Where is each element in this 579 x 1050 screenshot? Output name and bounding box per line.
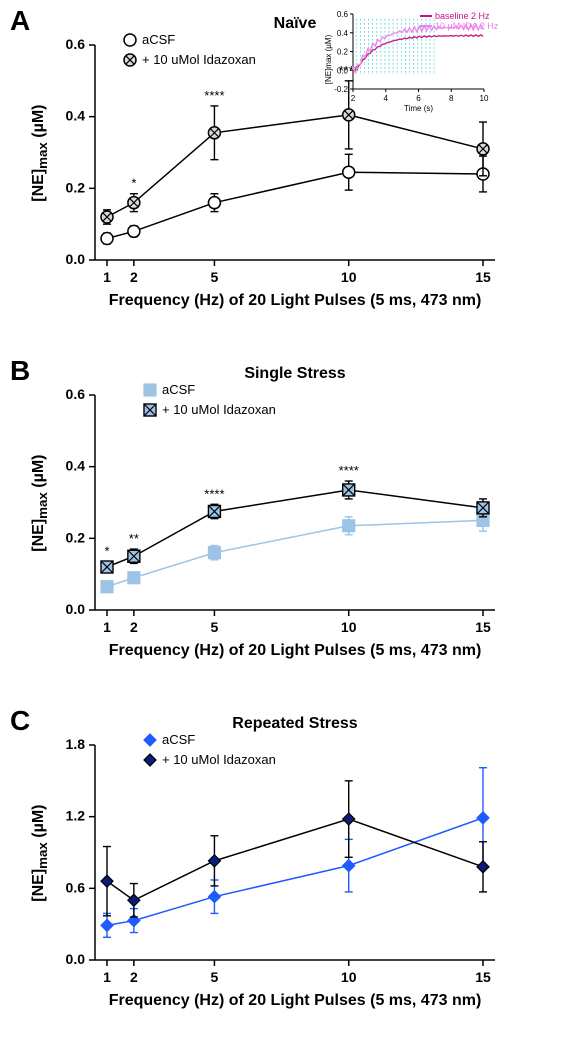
svg-text:*: * (104, 544, 109, 559)
svg-text:**: ** (129, 531, 139, 546)
legend-item: + 10 uMol Idazoxan (162, 402, 276, 417)
chart-title: Repeated Stress (95, 715, 495, 733)
y-axis-label: [NE]max (µM) (30, 753, 50, 953)
y-axis-label: [NE]max (µM) (30, 403, 50, 603)
legend-item: + 10 uMol Idazoxan (142, 52, 256, 67)
svg-text:0.4: 0.4 (66, 108, 86, 124)
svg-text:0.2: 0.2 (66, 529, 86, 545)
svg-text:0.6: 0.6 (66, 879, 86, 895)
svg-text:-0.2: -0.2 (334, 85, 348, 94)
legend-item: + 10 uMol Idazoxan (162, 752, 276, 767)
svg-text:0.0: 0.0 (337, 66, 349, 75)
svg-text:10: 10 (341, 969, 357, 985)
svg-text:5: 5 (211, 969, 219, 985)
y-axis-label: [NE]max (µM) (30, 53, 50, 253)
svg-text:0.2: 0.2 (337, 48, 349, 57)
x-axis-label: Frequency (Hz) of 20 Light Pulses (5 ms,… (65, 992, 525, 1010)
svg-text:2: 2 (130, 619, 138, 635)
svg-text:4: 4 (384, 94, 389, 103)
x-axis-label: Frequency (Hz) of 20 Light Pulses (5 ms,… (65, 292, 525, 310)
svg-text:10: 10 (480, 94, 489, 103)
svg-text:5: 5 (211, 619, 219, 635)
svg-text:15: 15 (475, 619, 491, 635)
svg-text:10: 10 (341, 269, 357, 285)
svg-text:****: **** (339, 463, 359, 478)
panel-B: B Single Stress [NE]max (µM) Frequency (Hz)… (0, 350, 579, 700)
svg-text:8: 8 (449, 94, 454, 103)
svg-text:****: **** (204, 486, 224, 501)
svg-text:1: 1 (103, 269, 111, 285)
svg-text:2: 2 (351, 94, 356, 103)
svg-text:Time (s): Time (s) (404, 104, 433, 113)
svg-text:0.6: 0.6 (66, 36, 86, 52)
svg-text:1.2: 1.2 (66, 808, 86, 824)
svg-text:6: 6 (416, 94, 421, 103)
svg-text:0.2: 0.2 (66, 179, 86, 195)
panel-label-C: C (10, 705, 30, 737)
svg-text:0.0: 0.0 (66, 951, 86, 967)
svg-text:0.0: 0.0 (66, 601, 86, 617)
chart-title: Single Stress (95, 365, 495, 383)
svg-text:2: 2 (130, 269, 138, 285)
panel-C: C Repeated Stress [NE]max (µM) Frequency (H… (0, 700, 579, 1050)
svg-text:1: 1 (103, 969, 111, 985)
legend-item: aCSF (142, 32, 175, 47)
panel-label-A: A (10, 5, 30, 37)
svg-text:1.8: 1.8 (66, 736, 86, 752)
svg-text:0.4: 0.4 (66, 458, 86, 474)
svg-text:15: 15 (475, 969, 491, 985)
legend-item: aCSF (162, 382, 195, 397)
svg-text:5: 5 (211, 269, 219, 285)
chart-title: Naïve (95, 15, 495, 33)
svg-text:0.6: 0.6 (66, 386, 86, 402)
legend-item: aCSF (162, 732, 195, 747)
panel-A: ANaïve[NE]max (µM)Frequency (Hz) of 20 L… (0, 0, 579, 350)
x-axis-label: Frequency (Hz) of 20 Light Pulses (5 ms,… (65, 642, 525, 660)
svg-text:1: 1 (103, 619, 111, 635)
svg-text:10: 10 (341, 619, 357, 635)
svg-text:*: * (131, 176, 136, 191)
svg-text:0.0: 0.0 (66, 251, 86, 267)
svg-text:15: 15 (475, 269, 491, 285)
panel-label-B: B (10, 355, 30, 387)
svg-text:****: **** (204, 88, 224, 103)
svg-text:[NE]max (µM): [NE]max (µM) (324, 34, 333, 84)
svg-text:2: 2 (130, 969, 138, 985)
